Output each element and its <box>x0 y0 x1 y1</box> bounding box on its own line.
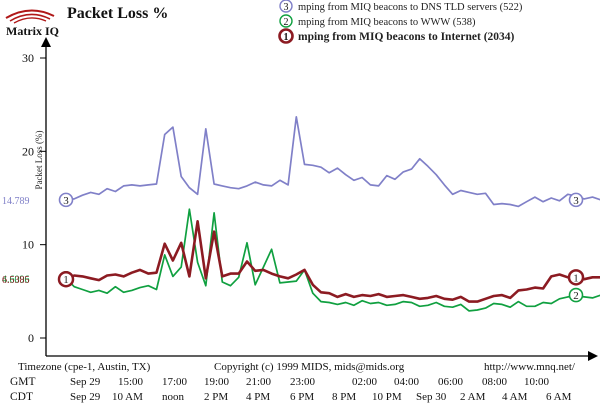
series-marker-label: 3 <box>63 195 69 207</box>
series-1-start-marker: 1 <box>57 270 75 288</box>
time-tick-label: 10 AM <box>112 391 143 403</box>
time-row-label-cdt: CDT <box>10 391 33 403</box>
legend-marker-number: 3 <box>284 2 289 13</box>
time-tick-label: 10:00 <box>524 376 550 388</box>
url-link[interactable]: http://www.mnq.net/ <box>484 361 576 373</box>
time-tick-label: 19:00 <box>204 376 230 388</box>
y-tick-label: 10 <box>22 238 34 252</box>
legend-entry-2: 2 mping from MIQ beacons to WWW (538) <box>279 14 476 28</box>
timezone-label: Timezone (cpe-1, Austin, TX) <box>18 361 151 373</box>
series-line-1 <box>65 220 600 303</box>
y-axis-label: Packet Loss (%) <box>34 131 44 190</box>
time-tick-label: Sep 29 <box>70 391 101 403</box>
y-tick-label: 0 <box>28 331 34 345</box>
series-3-value-label: 14.789 <box>2 196 30 207</box>
legend-label: mping from MIQ beacons to DNS TLD server… <box>298 2 523 13</box>
time-tick-label: 15:00 <box>118 376 144 388</box>
time-tick-label: Sep 29 <box>70 376 101 388</box>
time-tick-label: 4 PM <box>246 391 270 403</box>
time-tick-label: 6 AM <box>546 391 572 403</box>
legend-entry-3: 3 mping from MIQ beacons to DNS TLD serve… <box>279 0 523 13</box>
time-tick-label: 08:00 <box>482 376 508 388</box>
legend-marker-number: 1 <box>284 32 289 43</box>
series-line-2 <box>65 208 600 312</box>
time-tick-label: 04:00 <box>394 376 420 388</box>
copyright-label: Copyright (c) 1999 MIDS, mids@mids.org <box>214 361 405 373</box>
series-marker-label: 1 <box>573 272 579 284</box>
time-tick-label: 10 PM <box>372 391 402 403</box>
legend-marker-number: 2 <box>284 17 289 28</box>
y-tick-label: 20 <box>22 144 34 158</box>
legend-label: mping from MIQ beacons to WWW (538) <box>298 17 476 28</box>
matrix-iq-logo: Matrix IQ <box>5 9 59 38</box>
time-tick-label: 23:00 <box>290 376 316 388</box>
time-tick-label: 21:00 <box>246 376 272 388</box>
time-row-label-gmt: GMT <box>10 376 36 388</box>
series-marker-label: 2 <box>573 290 579 302</box>
legend-marker <box>278 28 294 44</box>
x-axis-arrow-icon <box>588 351 598 361</box>
time-tick-label: 17:00 <box>162 376 188 388</box>
time-tick-label: noon <box>162 391 185 403</box>
time-tick-label: Sep 30 <box>416 391 447 403</box>
time-tick-label: 6 PM <box>290 391 314 403</box>
series-line-3 <box>65 115 600 208</box>
time-tick-label: 2 PM <box>204 391 228 403</box>
legend-marker <box>279 0 293 13</box>
series-marker-label: 3 <box>573 195 579 207</box>
y-axis-arrow-icon <box>41 37 51 47</box>
series-2-value-label: 4.6096 <box>2 274 30 285</box>
series-3-end-marker: 3 <box>568 192 584 208</box>
time-tick-label: 4 AM <box>502 391 528 403</box>
legend-label: mping from MIQ beacons to Internet (2034… <box>298 31 515 43</box>
series-1-value-label: 6.5385 <box>2 275 30 286</box>
time-tick-label: 02:00 <box>352 376 378 388</box>
series-2-end-marker: 2 <box>568 287 584 303</box>
series-3-start-marker: 3 <box>58 192 74 208</box>
logo-text: Matrix IQ <box>6 24 59 38</box>
time-tick-label: 2 AM <box>460 391 486 403</box>
legend-entry-1: 1 mping from MIQ beacons to Internet (203… <box>278 28 515 44</box>
logo-arcs-icon <box>5 9 55 24</box>
chart-title: Packet Loss % <box>67 5 168 22</box>
y-tick-label: 30 <box>22 51 34 65</box>
series-1-end-marker: 1 <box>567 269 585 286</box>
time-tick-label: 06:00 <box>438 376 464 388</box>
time-tick-label: 8 PM <box>332 391 356 403</box>
legend-marker <box>279 14 293 28</box>
series-marker-label: 1 <box>63 274 69 286</box>
